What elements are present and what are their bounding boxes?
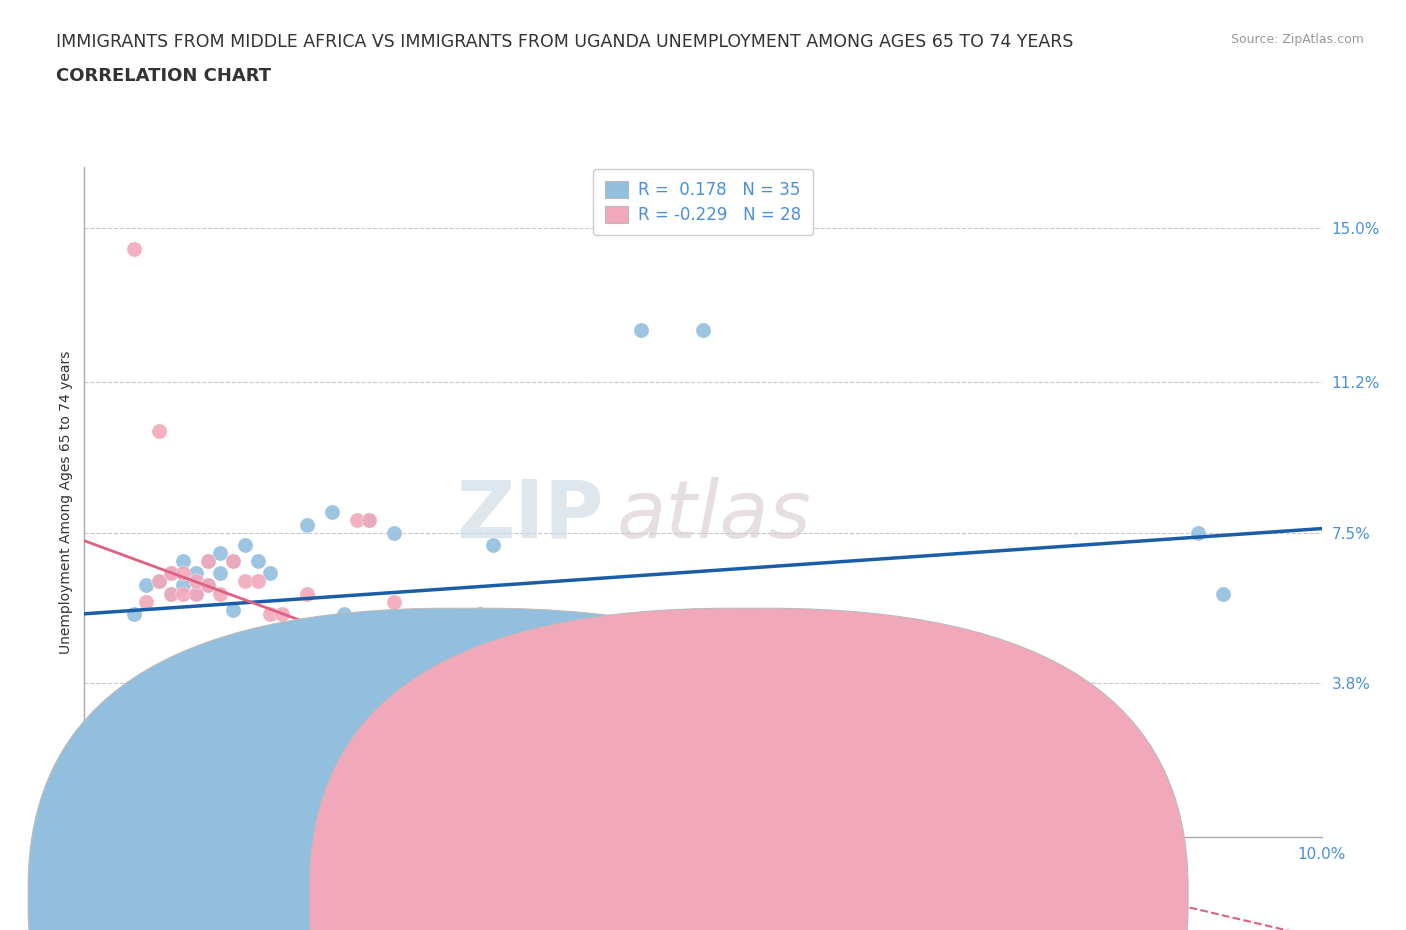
Point — [184, 565, 207, 580]
Point — [346, 513, 368, 528]
Point — [197, 553, 219, 568]
Point — [357, 513, 380, 528]
Point — [506, 627, 529, 642]
Point — [271, 655, 294, 670]
Point — [444, 651, 467, 666]
Text: atlas: atlas — [616, 476, 811, 554]
Point — [246, 574, 269, 589]
Point — [754, 797, 776, 812]
Point — [172, 578, 194, 592]
Point — [197, 578, 219, 592]
Point — [172, 586, 194, 601]
Y-axis label: Unemployment Among Ages 65 to 74 years: Unemployment Among Ages 65 to 74 years — [59, 351, 73, 654]
Point — [630, 323, 652, 338]
Point — [122, 606, 145, 621]
Point — [321, 505, 343, 520]
Point — [148, 574, 170, 589]
Legend: R =  0.178   N = 35, R = -0.229   N = 28: R = 0.178 N = 35, R = -0.229 N = 28 — [593, 169, 813, 235]
Point — [1212, 586, 1234, 601]
Point — [233, 538, 256, 552]
Point — [1187, 525, 1209, 540]
Point — [481, 538, 503, 552]
Point — [222, 553, 245, 568]
Point — [295, 586, 318, 601]
Point — [692, 797, 714, 812]
Point — [506, 740, 529, 755]
Text: ZIP: ZIP — [457, 476, 605, 554]
Text: Immigrants from Middle Africa: Immigrants from Middle Africa — [489, 890, 711, 905]
Point — [184, 586, 207, 601]
Point — [382, 525, 405, 540]
Point — [184, 586, 207, 601]
Point — [222, 553, 245, 568]
Point — [148, 574, 170, 589]
Point — [148, 424, 170, 439]
Point — [321, 675, 343, 690]
Point — [357, 513, 380, 528]
Text: Source: ZipAtlas.com: Source: ZipAtlas.com — [1230, 33, 1364, 46]
Point — [172, 565, 194, 580]
Point — [333, 606, 356, 621]
Point — [209, 586, 232, 601]
Text: Immigrants from Uganda: Immigrants from Uganda — [770, 890, 955, 905]
Point — [135, 594, 157, 609]
Point — [382, 594, 405, 609]
Point — [209, 565, 232, 580]
Point — [259, 606, 281, 621]
Point — [122, 241, 145, 256]
Point — [197, 578, 219, 592]
Point — [233, 574, 256, 589]
Text: CORRELATION CHART: CORRELATION CHART — [56, 67, 271, 85]
Point — [284, 655, 307, 670]
Point — [568, 627, 591, 642]
Point — [160, 586, 183, 601]
Point — [160, 565, 183, 580]
Point — [184, 574, 207, 589]
Point — [110, 687, 132, 702]
Point — [172, 553, 194, 568]
Point — [259, 565, 281, 580]
Point — [295, 517, 318, 532]
Text: IMMIGRANTS FROM MIDDLE AFRICA VS IMMIGRANTS FROM UGANDA UNEMPLOYMENT AMONG AGES : IMMIGRANTS FROM MIDDLE AFRICA VS IMMIGRA… — [56, 33, 1074, 50]
Point — [246, 553, 269, 568]
Point — [135, 578, 157, 592]
Point — [470, 606, 492, 621]
Point — [209, 546, 232, 561]
Point — [271, 606, 294, 621]
Point — [754, 732, 776, 747]
Point — [160, 565, 183, 580]
Point — [444, 740, 467, 755]
Point — [222, 603, 245, 618]
Point — [160, 586, 183, 601]
Point — [197, 553, 219, 568]
Point — [692, 323, 714, 338]
